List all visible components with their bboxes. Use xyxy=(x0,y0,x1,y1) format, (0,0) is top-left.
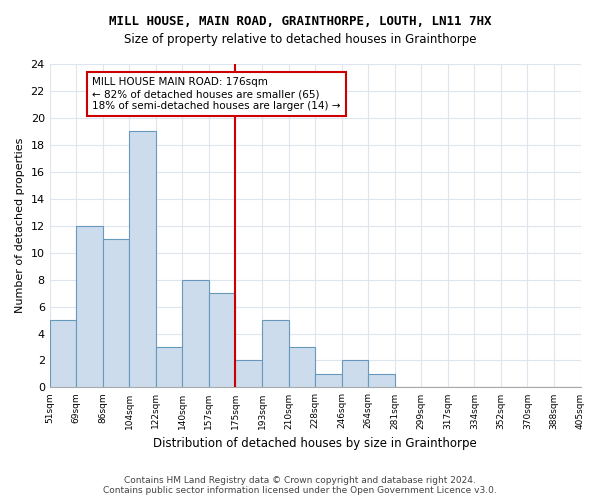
Bar xyxy=(156,347,182,388)
Text: Size of property relative to detached houses in Grainthorpe: Size of property relative to detached ho… xyxy=(124,32,476,46)
Bar xyxy=(341,360,368,388)
Text: Contains HM Land Registry data © Crown copyright and database right 2024.
Contai: Contains HM Land Registry data © Crown c… xyxy=(103,476,497,495)
Bar xyxy=(182,280,209,388)
Bar xyxy=(235,360,262,388)
Bar xyxy=(209,293,235,388)
Bar xyxy=(76,226,103,388)
Text: MILL HOUSE MAIN ROAD: 176sqm
← 82% of detached houses are smaller (65)
18% of se: MILL HOUSE MAIN ROAD: 176sqm ← 82% of de… xyxy=(92,78,341,110)
Bar xyxy=(315,374,341,388)
Bar xyxy=(368,374,395,388)
X-axis label: Distribution of detached houses by size in Grainthorpe: Distribution of detached houses by size … xyxy=(153,437,477,450)
Bar xyxy=(262,320,289,388)
Bar xyxy=(289,347,315,388)
Bar xyxy=(103,239,129,388)
Bar xyxy=(50,320,76,388)
Bar xyxy=(129,132,156,388)
Text: MILL HOUSE, MAIN ROAD, GRAINTHORPE, LOUTH, LN11 7HX: MILL HOUSE, MAIN ROAD, GRAINTHORPE, LOUT… xyxy=(109,15,491,28)
Y-axis label: Number of detached properties: Number of detached properties xyxy=(15,138,25,314)
